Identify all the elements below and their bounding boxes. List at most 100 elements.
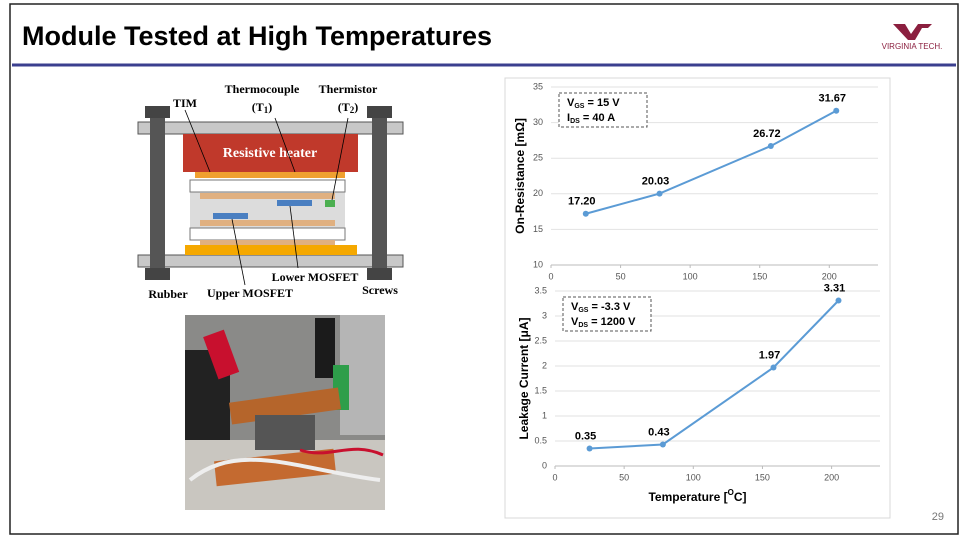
- y-tick-label: 0: [542, 460, 547, 470]
- data-point: [835, 297, 842, 304]
- data-label: 3.31: [824, 282, 845, 294]
- annotation-part: = 15 V: [584, 97, 620, 109]
- annotation-sub: GS: [578, 307, 588, 314]
- label-screws: Screws: [362, 283, 398, 297]
- label-t1: (T1): [252, 100, 273, 115]
- rubber-foot: [145, 268, 170, 280]
- slide-title: Module Tested at High Temperatures: [22, 21, 492, 51]
- y-tick-label: 10: [533, 259, 543, 269]
- annotation-part: V: [571, 301, 579, 313]
- y-tick-label: 3: [542, 310, 547, 320]
- data-label: 31.67: [818, 93, 846, 105]
- annotation: VGS = -3.3 V: [571, 301, 631, 314]
- annotation-part: = -3.3 V: [588, 301, 631, 313]
- x-tick-label: 50: [616, 271, 626, 281]
- copper: [200, 220, 335, 226]
- y-axis-label: Leakage Current [μA]: [517, 317, 531, 439]
- data-line: [589, 299, 840, 450]
- chip: [213, 213, 248, 219]
- x-tick-label: 0: [548, 271, 553, 281]
- data-point: [586, 445, 593, 452]
- photo-connector: [203, 329, 240, 380]
- y-tick-label: 30: [533, 117, 543, 127]
- y-tick-label: 25: [533, 153, 543, 163]
- annotation-part: = 40 A: [580, 112, 615, 124]
- annotation-part: = 1200 V: [588, 316, 636, 328]
- data-point: [582, 210, 589, 217]
- post: [372, 110, 387, 280]
- label-thermocouple: Thermocouple: [225, 82, 300, 96]
- x-axis-label-part: Temperature [: [648, 490, 727, 504]
- leader: [289, 205, 299, 269]
- y-tick-label: 3.5: [534, 285, 547, 295]
- module-diagram: Resistive heater TIM Thermocouple (T1) T…: [137, 82, 404, 301]
- label-tim: TIM: [173, 96, 197, 110]
- data-line: [585, 109, 837, 215]
- leader: [184, 109, 211, 173]
- x-tick-label: 150: [752, 271, 767, 281]
- x-tick-label: 200: [824, 472, 839, 482]
- annotation-part: V: [567, 97, 575, 109]
- annotation: VGS = 15 V: [567, 97, 620, 110]
- x-tick-label: 200: [822, 271, 837, 281]
- data-point: [833, 107, 840, 114]
- data-label: 20.03: [642, 175, 670, 187]
- post: [150, 110, 165, 280]
- annotation: IDS = 40 A: [567, 112, 615, 125]
- photo-wire: [188, 457, 381, 482]
- t1: ): [268, 100, 272, 114]
- leader: [274, 117, 296, 173]
- x-tick-label: 50: [619, 472, 629, 482]
- bottom-plate: [137, 254, 404, 268]
- data-point: [656, 190, 663, 197]
- screw: [145, 106, 170, 118]
- x-axis-label: Temperature [OC]: [648, 488, 746, 504]
- x-tick-label: 0: [552, 472, 557, 482]
- heater: [183, 134, 358, 172]
- screw: [367, 106, 392, 118]
- substrate: [189, 179, 346, 193]
- photo: [185, 315, 385, 510]
- data-label: 17.20: [568, 196, 596, 208]
- y-tick-label: 35: [533, 81, 543, 91]
- logo-mark: [893, 24, 932, 40]
- y-tick-label: 15: [533, 224, 543, 234]
- x-axis-label-part: C]: [734, 490, 747, 504]
- photo-module: [255, 415, 315, 450]
- y-tick-label: 1.5: [534, 385, 547, 395]
- copper: [200, 193, 335, 199]
- heater-label: Resistive heater: [223, 146, 317, 161]
- data-label: 26.72: [753, 128, 781, 140]
- copper: [200, 240, 335, 245]
- annotation-box: [558, 92, 648, 128]
- rubber-foot: [367, 268, 392, 280]
- y-tick-label: 1: [542, 410, 547, 420]
- page-number: 29: [932, 511, 944, 523]
- photo-wire: [299, 447, 384, 457]
- tim-layer: [195, 172, 345, 178]
- substrate: [189, 227, 346, 241]
- x-axis-label-part: O: [728, 488, 734, 497]
- x-tick-label: 100: [686, 472, 701, 482]
- t2-sub: 2: [350, 105, 355, 115]
- data-label: 0.35: [575, 430, 596, 442]
- label-upper: Upper MOSFET: [207, 286, 293, 300]
- t2: (T: [338, 100, 350, 114]
- annotation-box: [562, 296, 652, 332]
- y-axis-label: On-Resistance [mΩ]: [513, 118, 527, 234]
- logo-text: VIRGINIA TECH.: [882, 42, 943, 51]
- data-point: [767, 142, 774, 149]
- top-plate: [137, 121, 404, 135]
- thermistor-chip: [325, 200, 335, 207]
- leader: [331, 117, 349, 201]
- annotation-sub: DS: [570, 118, 580, 125]
- baseplate: [185, 245, 357, 255]
- y-tick-label: 2.5: [534, 335, 547, 345]
- t2: ): [354, 100, 358, 114]
- annotation-part: V: [571, 316, 579, 328]
- data-label: 1.97: [759, 349, 780, 361]
- label-lower: Lower MOSFET: [272, 270, 359, 284]
- t1: (T: [252, 100, 264, 114]
